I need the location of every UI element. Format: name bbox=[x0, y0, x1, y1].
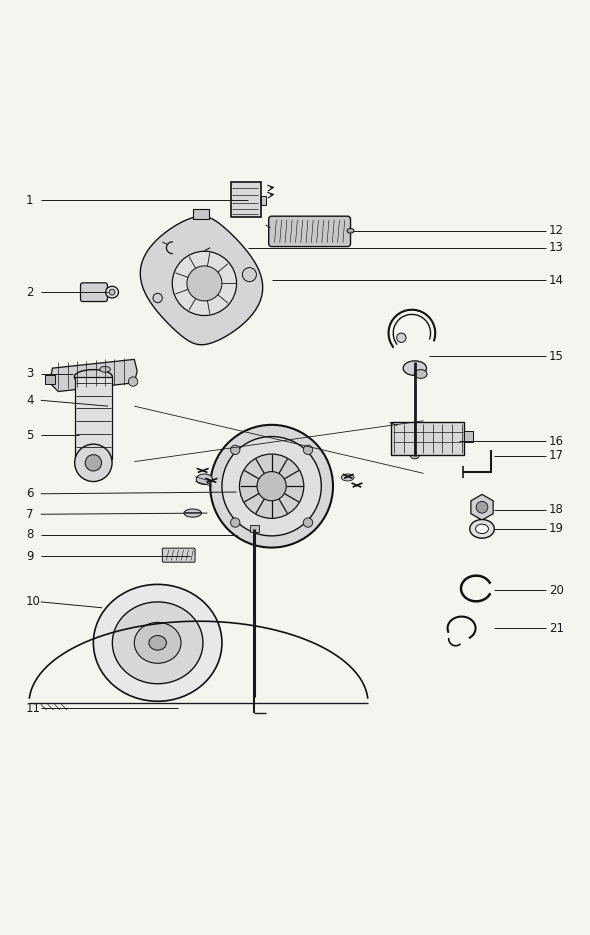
Circle shape bbox=[231, 518, 240, 527]
Circle shape bbox=[231, 445, 240, 454]
Ellipse shape bbox=[414, 369, 427, 379]
Ellipse shape bbox=[93, 584, 222, 701]
Bar bbox=[464, 431, 473, 441]
Ellipse shape bbox=[341, 474, 354, 481]
Polygon shape bbox=[140, 216, 263, 345]
Ellipse shape bbox=[184, 509, 202, 517]
Polygon shape bbox=[50, 359, 137, 392]
Bar bbox=[45, 375, 55, 384]
Circle shape bbox=[153, 294, 162, 303]
Circle shape bbox=[257, 471, 286, 501]
Bar bbox=[193, 209, 209, 219]
Text: 1: 1 bbox=[26, 194, 34, 207]
Text: 18: 18 bbox=[549, 503, 564, 516]
Text: 6: 6 bbox=[26, 487, 34, 500]
Ellipse shape bbox=[470, 520, 494, 539]
FancyBboxPatch shape bbox=[391, 423, 464, 454]
Circle shape bbox=[303, 518, 313, 527]
Bar bbox=[75, 377, 112, 459]
Circle shape bbox=[476, 501, 488, 513]
Circle shape bbox=[129, 377, 138, 386]
Text: 19: 19 bbox=[549, 523, 564, 536]
Text: 20: 20 bbox=[549, 583, 564, 597]
Text: 7: 7 bbox=[26, 508, 34, 521]
Ellipse shape bbox=[411, 453, 419, 459]
Ellipse shape bbox=[112, 602, 203, 683]
Text: 12: 12 bbox=[549, 224, 564, 237]
Bar bbox=[250, 525, 259, 532]
Text: 8: 8 bbox=[26, 528, 34, 541]
Ellipse shape bbox=[476, 525, 489, 534]
Circle shape bbox=[242, 267, 257, 281]
Text: 4: 4 bbox=[26, 394, 34, 407]
Circle shape bbox=[396, 333, 406, 342]
Text: 17: 17 bbox=[549, 450, 564, 462]
Text: 14: 14 bbox=[549, 274, 564, 287]
Ellipse shape bbox=[196, 474, 212, 484]
Ellipse shape bbox=[106, 286, 119, 298]
Ellipse shape bbox=[135, 623, 181, 663]
Text: 16: 16 bbox=[549, 435, 564, 448]
Ellipse shape bbox=[347, 228, 354, 233]
Circle shape bbox=[210, 424, 333, 548]
FancyBboxPatch shape bbox=[173, 239, 203, 258]
Circle shape bbox=[240, 454, 304, 518]
Ellipse shape bbox=[74, 369, 112, 384]
Bar bbox=[261, 195, 266, 205]
Ellipse shape bbox=[100, 367, 110, 372]
Circle shape bbox=[172, 252, 237, 315]
Circle shape bbox=[222, 437, 322, 536]
Text: 13: 13 bbox=[549, 241, 564, 254]
Text: 2: 2 bbox=[26, 286, 34, 298]
Text: 5: 5 bbox=[26, 429, 34, 442]
Ellipse shape bbox=[403, 361, 427, 376]
Text: 21: 21 bbox=[549, 622, 564, 635]
FancyBboxPatch shape bbox=[231, 182, 261, 217]
Circle shape bbox=[303, 445, 313, 454]
Text: 10: 10 bbox=[26, 596, 41, 609]
Polygon shape bbox=[471, 495, 493, 520]
Text: 15: 15 bbox=[549, 350, 564, 363]
Circle shape bbox=[85, 454, 101, 471]
Text: 11: 11 bbox=[26, 702, 41, 714]
Text: 9: 9 bbox=[26, 550, 34, 563]
Ellipse shape bbox=[149, 636, 166, 650]
FancyBboxPatch shape bbox=[80, 282, 107, 301]
Text: 3: 3 bbox=[26, 367, 34, 381]
Circle shape bbox=[75, 444, 112, 482]
Ellipse shape bbox=[109, 289, 115, 295]
Circle shape bbox=[187, 266, 222, 301]
FancyBboxPatch shape bbox=[162, 548, 195, 562]
FancyBboxPatch shape bbox=[268, 216, 350, 247]
